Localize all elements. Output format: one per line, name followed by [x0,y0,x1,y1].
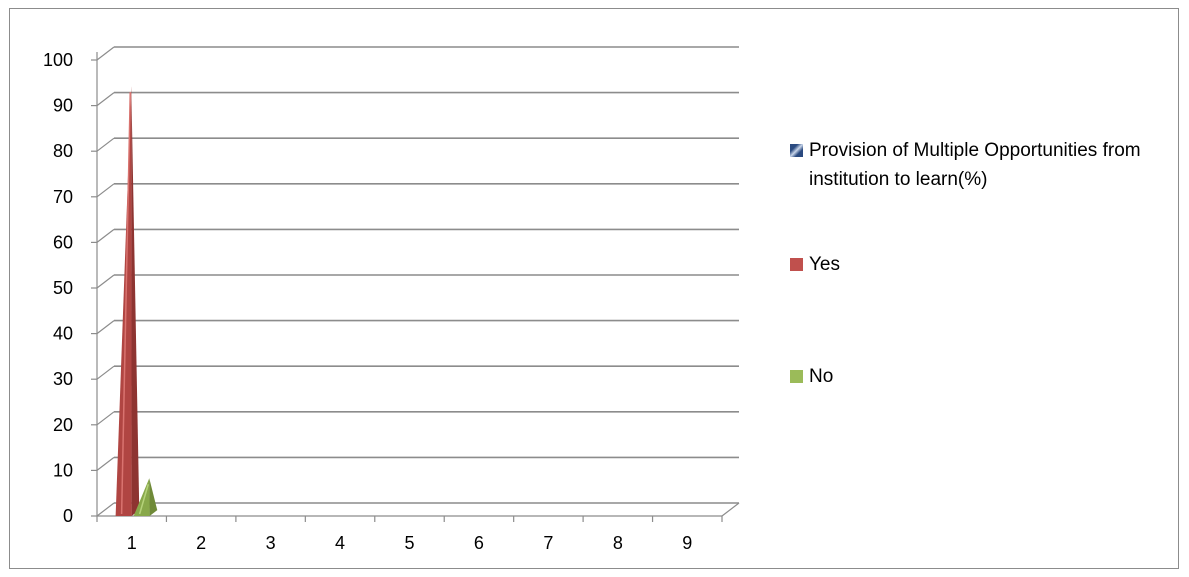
gridline-connector [96,183,115,198]
legend-swatch-series-1 [790,144,803,157]
y-tick-label: 70 [53,187,73,207]
gridline-connector [96,456,115,471]
bar-no-face [133,478,150,516]
x-tick-label: 2 [196,533,206,553]
y-tick-label: 10 [53,460,73,480]
bar-no-highlight [138,484,149,515]
y-tick-label: 90 [53,96,73,116]
x-tick-label: 7 [543,533,553,553]
bar-yes-side [131,86,140,516]
y-tick-label: 0 [63,506,73,526]
y-tick-label: 40 [53,324,73,344]
x-tick-label: 4 [335,533,345,553]
gridline-connector [96,320,115,335]
legend-swatch-yes [790,258,803,271]
gridline-connector [96,228,115,243]
gridline-connector [96,502,115,517]
gridline-connector [96,411,115,426]
bar-yes-highlight [120,92,132,515]
x-tick-label: 8 [613,533,623,553]
y-tick-label: 20 [53,415,73,435]
chart-frame [9,8,1179,569]
y-tick-label: 50 [53,278,73,298]
legend-label-yes: Yes [809,254,840,275]
legend-swatch-no [790,370,803,383]
y-tick-label: 30 [53,369,73,389]
bar-no-side [149,478,158,516]
x-tick-label: 9 [682,533,692,553]
gridline-connector [96,137,115,152]
legend-item-no: No [790,362,1169,391]
floor-edge [721,502,740,517]
legend-label-no: No [809,366,834,387]
x-tick-label: 5 [404,533,414,553]
x-tick-label: 1 [127,533,137,553]
x-tick-label: 3 [266,533,276,553]
legend-item-yes: Yes [790,250,1169,279]
legend-item-series-1: Provision of Multiple Opportunities from… [790,136,1169,194]
y-tick-label: 80 [53,141,73,161]
y-tick-label: 60 [53,232,73,252]
x-tick-label: 6 [474,533,484,553]
gridline-connector [96,365,115,380]
y-tick-label: 100 [43,50,73,70]
legend-label-series-1: Provision of Multiple Opportunities from… [809,140,1141,190]
gridline-connector [96,274,115,289]
chart-legend: Provision of Multiple Opportunities from… [790,0,1180,577]
gridline-connector [96,46,115,61]
gridline-connector [96,92,115,107]
